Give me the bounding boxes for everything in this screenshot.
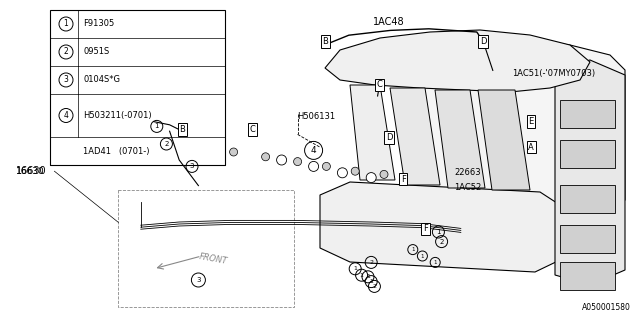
- Text: 2: 2: [63, 47, 68, 56]
- Circle shape: [294, 157, 301, 166]
- Text: 0104S*G: 0104S*G: [83, 76, 120, 84]
- Text: 1: 1: [436, 229, 441, 235]
- Bar: [118, 190, 294, 307]
- Polygon shape: [555, 60, 625, 285]
- Polygon shape: [325, 30, 590, 92]
- Text: D: D: [386, 133, 392, 142]
- Text: F91305: F91305: [83, 20, 115, 28]
- Text: 1: 1: [420, 253, 424, 259]
- Text: 2: 2: [440, 239, 444, 244]
- Polygon shape: [478, 90, 530, 190]
- Text: H506131: H506131: [298, 112, 336, 121]
- Text: B: B: [179, 125, 186, 134]
- Text: D: D: [480, 37, 486, 46]
- Text: 1AD41   (0701-): 1AD41 (0701-): [83, 147, 150, 156]
- Bar: [560, 262, 615, 290]
- Text: 3: 3: [196, 277, 201, 283]
- Text: 1: 1: [411, 247, 415, 252]
- Circle shape: [323, 163, 330, 170]
- Text: 1AC51(-'07MY0703): 1AC51(-'07MY0703): [512, 69, 595, 78]
- Circle shape: [276, 155, 287, 165]
- Circle shape: [351, 167, 359, 175]
- Text: 1: 1: [63, 20, 68, 28]
- Text: 0951S: 0951S: [83, 47, 109, 56]
- Polygon shape: [350, 85, 395, 180]
- Text: 1: 1: [369, 279, 373, 284]
- Circle shape: [337, 168, 348, 178]
- Text: 1: 1: [366, 274, 370, 279]
- Text: 4: 4: [311, 146, 316, 155]
- Text: 3: 3: [189, 164, 195, 169]
- Text: 16630: 16630: [16, 167, 45, 176]
- Text: FRONT: FRONT: [198, 252, 228, 266]
- Text: 2: 2: [369, 260, 373, 265]
- Polygon shape: [435, 90, 485, 188]
- Text: A: A: [529, 143, 534, 152]
- Text: E: E: [529, 117, 534, 126]
- Text: 4: 4: [63, 111, 68, 120]
- Circle shape: [380, 170, 388, 179]
- Polygon shape: [320, 182, 560, 272]
- Text: C: C: [250, 125, 256, 134]
- Text: B: B: [322, 37, 328, 46]
- Text: 16630: 16630: [16, 166, 47, 176]
- Text: 1AC48: 1AC48: [372, 17, 404, 28]
- Text: A050001580: A050001580: [582, 303, 630, 312]
- Text: F: F: [401, 175, 406, 184]
- Text: 2: 2: [164, 141, 168, 147]
- Polygon shape: [415, 40, 625, 250]
- Text: 1: 1: [360, 273, 364, 278]
- Text: F: F: [423, 224, 428, 233]
- Polygon shape: [390, 88, 440, 185]
- Circle shape: [308, 161, 319, 172]
- Circle shape: [262, 153, 269, 161]
- Bar: [50, 10, 225, 165]
- Text: H503211(-0701): H503211(-0701): [83, 111, 152, 120]
- Text: 1: 1: [353, 266, 357, 271]
- Circle shape: [366, 172, 376, 183]
- Bar: [560, 100, 615, 128]
- Text: C: C: [376, 80, 383, 89]
- Text: 1: 1: [154, 124, 159, 129]
- Text: 1AC52: 1AC52: [454, 183, 482, 192]
- Text: 1: 1: [433, 260, 437, 265]
- Text: 22663: 22663: [454, 168, 481, 177]
- Circle shape: [230, 148, 237, 156]
- Bar: [560, 140, 615, 168]
- Text: 2: 2: [372, 284, 376, 289]
- Text: 3: 3: [63, 76, 68, 84]
- Bar: [560, 225, 615, 253]
- Bar: [560, 185, 615, 213]
